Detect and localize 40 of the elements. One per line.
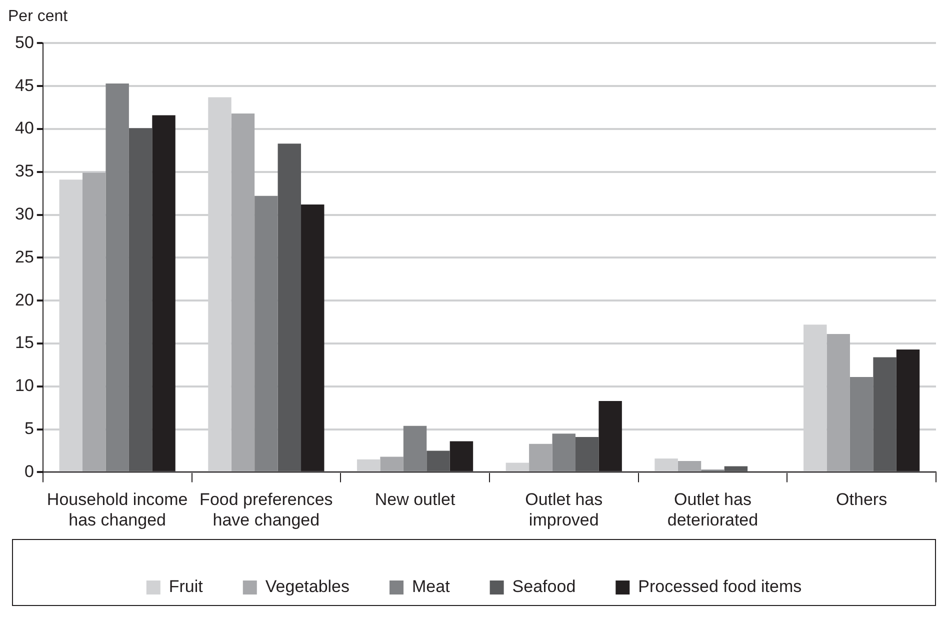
bar <box>278 144 302 472</box>
x-tick-label: Household income has changed <box>46 490 188 530</box>
bar <box>552 434 576 472</box>
legend-label: Seafood <box>512 577 576 596</box>
y-tick-label: 15 <box>14 333 34 352</box>
bar <box>426 450 450 472</box>
bar <box>403 426 427 472</box>
bar <box>575 437 599 472</box>
legend-label: Fruit <box>168 577 204 596</box>
x-tick-label: Food preferences have changed <box>200 490 333 530</box>
y-tick-label: 40 <box>14 118 34 138</box>
y-tick-label: 30 <box>14 204 34 224</box>
y-tick-label: 0 <box>24 462 34 481</box>
legend-label: Meat <box>412 577 450 596</box>
bar <box>106 84 129 472</box>
bar <box>724 466 748 472</box>
bar <box>678 461 702 472</box>
bar <box>873 357 896 472</box>
y-tick-label: 10 <box>14 376 34 396</box>
bar <box>231 114 255 472</box>
x-tick-label: Outlet has improved <box>525 490 603 530</box>
bar <box>380 456 404 472</box>
bar <box>128 128 152 472</box>
x-tick-label: Others <box>836 490 888 510</box>
bar <box>850 376 874 472</box>
legend-label: Vegetables <box>265 577 350 596</box>
y-tick-label: 25 <box>14 247 34 266</box>
y-tick-label: 35 <box>14 162 34 181</box>
bar <box>826 334 850 472</box>
y-axis-title: Per cent <box>8 8 68 26</box>
y-tick-label: 45 <box>14 76 34 95</box>
bar <box>82 172 106 472</box>
y-tick-label: 50 <box>14 32 34 52</box>
bar <box>254 196 278 472</box>
x-tick-label: Outlet has deteriorated <box>667 490 758 530</box>
y-tick-label: 20 <box>14 290 34 310</box>
bar <box>529 444 552 472</box>
x-tick-label: New outlet <box>374 490 456 510</box>
y-tick-label: 5 <box>24 418 34 438</box>
legend-label: Processed food items <box>638 577 802 596</box>
